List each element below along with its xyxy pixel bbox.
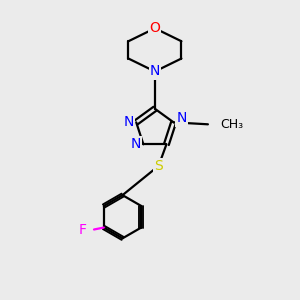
Text: N: N — [150, 64, 160, 79]
Text: O: O — [149, 21, 160, 35]
Text: N: N — [123, 115, 134, 129]
Text: N: N — [130, 137, 141, 151]
Text: S: S — [154, 159, 163, 173]
Text: N: N — [176, 111, 187, 125]
Text: CH₃: CH₃ — [221, 118, 244, 131]
Text: F: F — [78, 223, 86, 236]
